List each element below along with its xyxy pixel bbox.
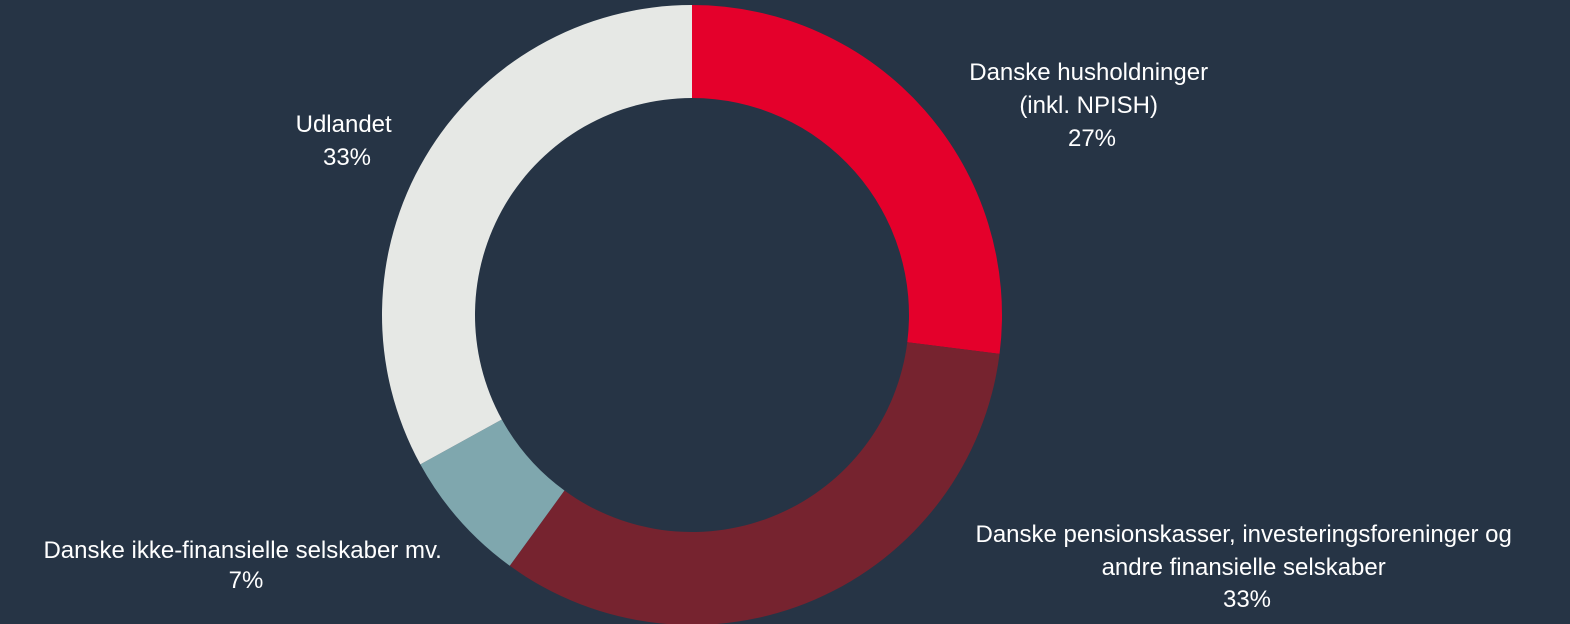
donut-slice-pensionskasser <box>509 342 1000 624</box>
slice-label-ikke-finansielle: Danske ikke-finansielle selskaber mv. 7% <box>43 537 448 594</box>
slice-value-label: 33% <box>323 144 371 171</box>
slice-label-line: Danske husholdninger <box>969 59 1208 86</box>
donut-slice-udlandet <box>382 5 692 465</box>
donut-slice-husholdninger <box>692 5 1002 354</box>
slice-value-label: 33% <box>1223 586 1271 613</box>
slice-label-line: Udlandet <box>296 111 392 138</box>
slice-label-husholdninger: Danske husholdninger (inkl. NPISH) 27% <box>969 59 1215 152</box>
slice-label-line: (inkl. NPISH) <box>1019 92 1158 119</box>
slice-value-label: 27% <box>1068 125 1116 152</box>
slice-label-line: andre finansielle selskaber <box>1102 554 1386 581</box>
slice-value-label: 7% <box>229 567 264 594</box>
slice-label-line: Danske ikke-finansielle selskaber mv. <box>43 537 441 564</box>
slice-label-line: Danske pensionskasser, investeringsforen… <box>976 521 1512 548</box>
slice-label-pensionskasser: Danske pensionskasser, investeringsforen… <box>976 521 1519 613</box>
slice-label-udlandet: Udlandet 33% <box>296 111 399 171</box>
slices-group <box>382 5 1002 624</box>
donut-slice-ikke-finansielle <box>420 419 565 566</box>
